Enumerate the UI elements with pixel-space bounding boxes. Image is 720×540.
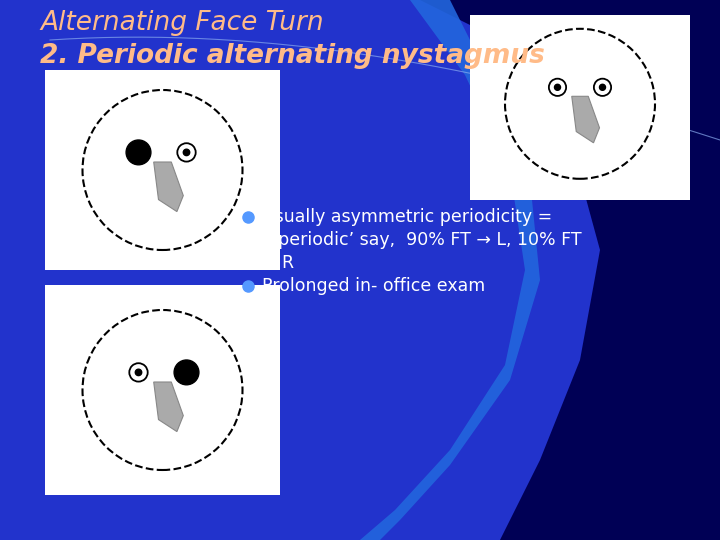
Circle shape — [554, 84, 560, 90]
Text: → R: → R — [262, 254, 294, 272]
Circle shape — [600, 84, 606, 90]
FancyBboxPatch shape — [470, 15, 690, 200]
Polygon shape — [153, 382, 184, 431]
Circle shape — [126, 140, 151, 165]
Circle shape — [174, 360, 199, 385]
Polygon shape — [420, 0, 720, 540]
Circle shape — [83, 90, 243, 250]
FancyBboxPatch shape — [45, 70, 280, 270]
Circle shape — [135, 369, 142, 376]
Circle shape — [505, 29, 655, 179]
Text: 2. Periodic alternating nystagmus: 2. Periodic alternating nystagmus — [40, 43, 545, 69]
Text: Prolonged in- office exam: Prolonged in- office exam — [262, 277, 485, 295]
Text: Alternating Face Turn: Alternating Face Turn — [40, 10, 323, 36]
Circle shape — [184, 149, 190, 156]
Polygon shape — [572, 96, 600, 143]
FancyBboxPatch shape — [45, 285, 280, 495]
Circle shape — [130, 363, 148, 382]
Circle shape — [594, 79, 611, 96]
Polygon shape — [360, 0, 540, 540]
Circle shape — [83, 310, 243, 470]
Text: Usually asymmetric periodicity =: Usually asymmetric periodicity = — [262, 208, 552, 226]
Text: ‘aperiodic’ say,  90% FT → L, 10% FT: ‘aperiodic’ say, 90% FT → L, 10% FT — [262, 231, 582, 249]
Polygon shape — [153, 162, 184, 212]
Circle shape — [549, 79, 566, 96]
Circle shape — [177, 143, 196, 161]
